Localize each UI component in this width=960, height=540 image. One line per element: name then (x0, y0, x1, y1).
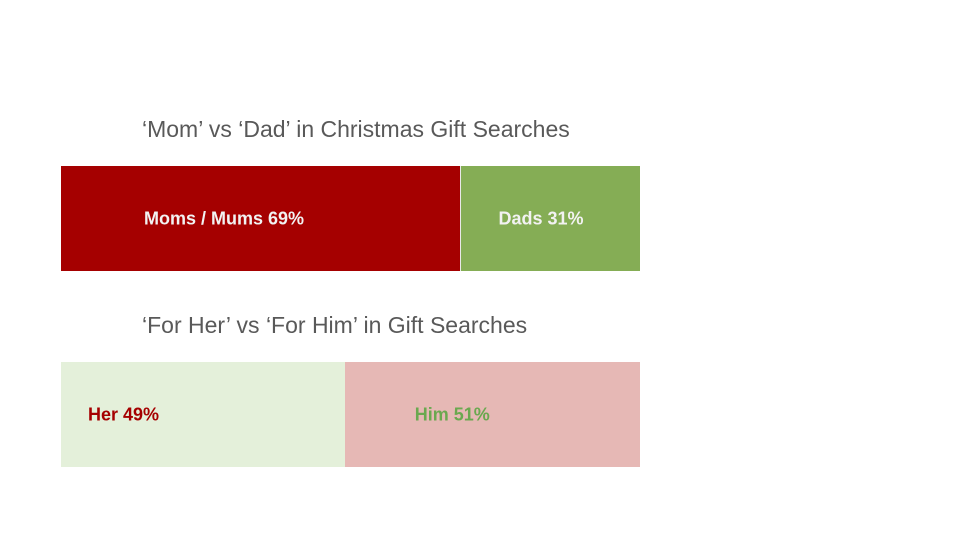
stacked-bar-mom-dad: Moms / Mums 69% Dads 31% (61, 166, 640, 271)
segment-him: Him 51% (344, 362, 640, 467)
segment-him-label: Him 51% (414, 404, 490, 424)
chart-title-her-him: ‘For Her’ vs ‘For Him’ in Gift Searches (142, 312, 528, 338)
stacked-bar-her-him: Her 49% Him 51% (61, 362, 640, 467)
chart-title-mom-dad: ‘Mom’ vs ‘Dad’ in Christmas Gift Searche… (142, 116, 570, 142)
segment-moms: Moms / Mums 69% (61, 166, 461, 271)
segment-moms-label: Moms / Mums 69% (144, 208, 305, 228)
segment-dads: Dads 31% (460, 166, 640, 271)
segment-dads-label: Dads 31% (498, 208, 584, 228)
segment-her: Her 49% (61, 362, 345, 467)
segment-her-label: Her 49% (88, 404, 160, 424)
